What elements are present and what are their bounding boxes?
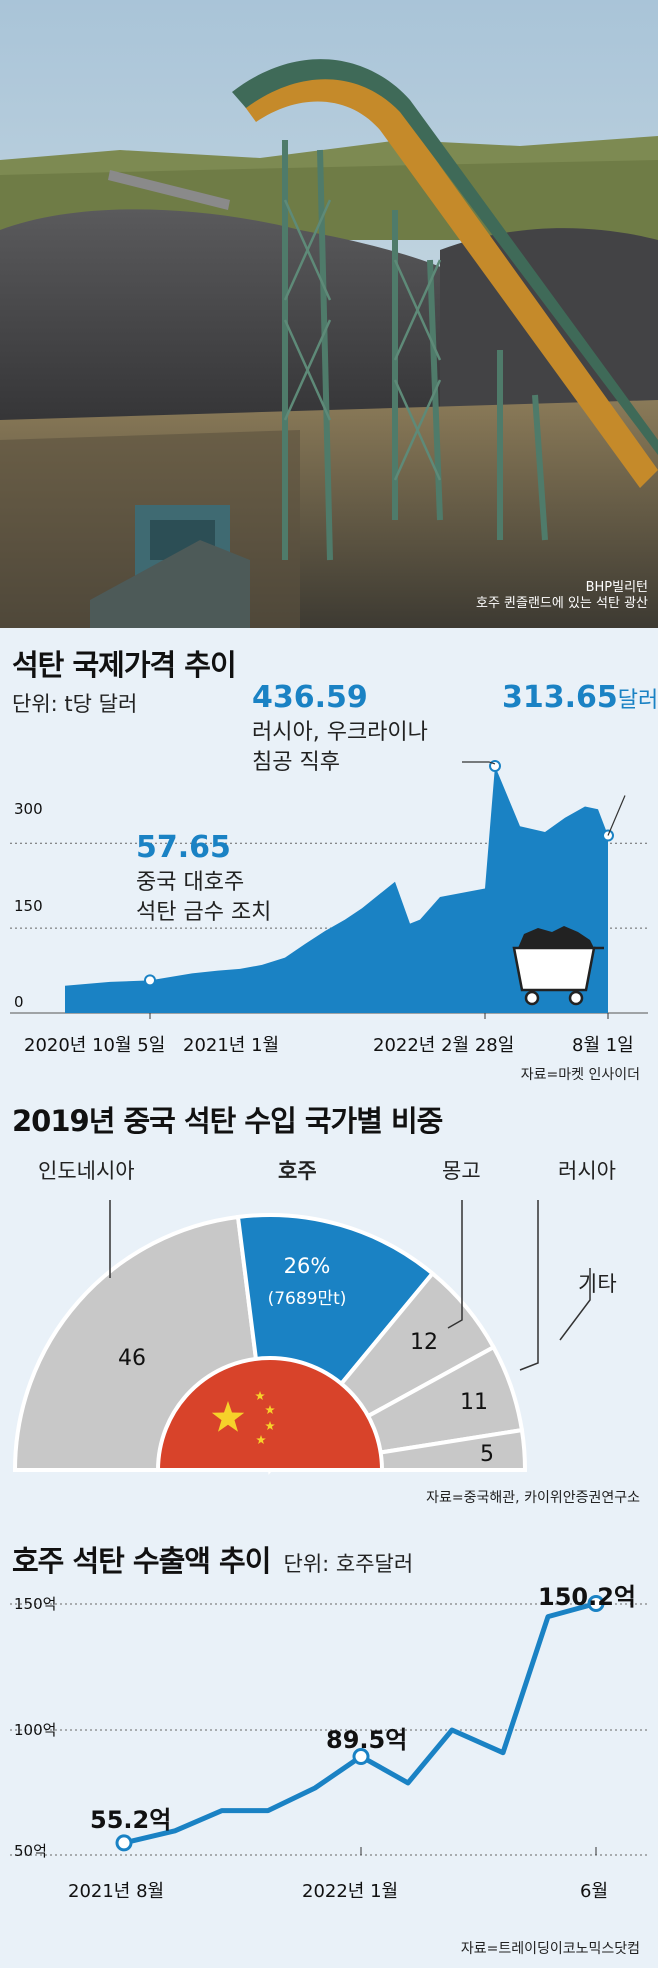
chart3-xlabel-3: 6월 — [580, 1881, 609, 1902]
chart2-leader-russia — [519, 1200, 539, 1371]
coal-mine-illustration — [0, 0, 658, 628]
chart1-peak-text-line1: 러시아, 우크라이나 — [252, 720, 428, 745]
chart2-source: 자료=중국해관, 카이위안증권연구소 — [426, 1490, 640, 1506]
chart3-title: 호주 석탄 수출액 추이 — [12, 1544, 271, 1578]
photo-credit: BHP빌리턴 호주 퀸즐랜드에 있는 석탄 광산 — [476, 580, 648, 612]
chart3-end-label: 150.2억 — [538, 1583, 636, 1611]
chart1-peak-leader — [462, 761, 496, 765]
china-flag-small-star-4 — [256, 1435, 266, 1444]
chart1-last-value: 313.65 — [502, 680, 618, 715]
chart1-marker-low — [144, 974, 156, 987]
china-flag-small-star-2 — [265, 1405, 275, 1414]
chart2-value-australia-block: 26% (7689만t) — [262, 1254, 352, 1309]
chart1-low-text: 중국 대호주 석탄 금수 조치 — [136, 868, 271, 928]
chart1-low-text-line1: 중국 대호주 — [136, 870, 245, 895]
chart2-value-australia: 26% — [283, 1254, 331, 1278]
chart3-xlabel-1: 2021년 8월 — [68, 1881, 165, 1902]
chart1-xlabel-4: 8월 1일 — [572, 1035, 634, 1056]
chart1-marker-last — [602, 829, 614, 842]
chart1-area — [65, 766, 608, 1013]
chart1-last-label: 313.65달러 — [502, 680, 658, 715]
chart3-marker-end — [587, 1594, 605, 1612]
coal-cart-body — [512, 946, 596, 992]
chart3-source: 자료=트레이딩이코노믹스닷컴 — [460, 1941, 640, 1957]
china-flag-small-star-1 — [255, 1391, 265, 1400]
chart3-ytick-150: 150억 — [14, 1595, 57, 1613]
coal-cart-icon — [512, 926, 604, 1006]
chart2-label-australia: 호주 — [278, 1159, 317, 1183]
chart2-label-mongolia: 몽고 — [442, 1159, 481, 1183]
chart2-label-other: 기타 — [578, 1272, 617, 1296]
coal-mine-photo — [0, 0, 658, 628]
coal-cart-coal — [518, 926, 594, 948]
chart1-source: 자료=마켓 인사이더 — [520, 1067, 640, 1083]
chart3-xlabel-2: 2022년 1월 — [302, 1881, 399, 1902]
chart2-leader-other — [559, 1268, 591, 1341]
chart2-value-australia-tonnes: (7689만t) — [267, 1289, 347, 1309]
chart2-value-mongolia: 12 — [410, 1330, 438, 1355]
chart1-area-chart — [10, 759, 648, 1019]
photo-credit-source: BHP빌리턴 — [585, 580, 648, 595]
china-flag — [155, 1356, 385, 1472]
chart1-last-leader — [607, 795, 626, 836]
chart1-low-value: 57.65 — [136, 830, 231, 865]
chart3-mid-label: 89.5억 — [326, 1726, 408, 1754]
chart1-xlabel-1: 2020년 10월 5일 — [24, 1035, 166, 1056]
chart1-low-text-line2: 석탄 금수 조치 — [136, 900, 272, 925]
chart3-marker-start — [115, 1834, 133, 1852]
chart1-peak-text: 러시아, 우크라이나 침공 직후 — [252, 718, 428, 778]
chart2-value-other: 5 — [480, 1442, 494, 1467]
chart3-line-chart — [10, 1594, 648, 1856]
chart1-peak-text-line2: 침공 직후 — [252, 750, 340, 775]
chart2-leader-mongolia — [447, 1200, 463, 1329]
chart1-last-unit: 달러 — [617, 688, 658, 713]
chart3-marker-mid — [352, 1747, 370, 1765]
chart1-xlabel-2: 2021년 1월 — [183, 1035, 280, 1056]
china-flag-small-star-3 — [265, 1421, 275, 1430]
chart3-header: 호주 석탄 수출액 추이 단위: 호주달러 — [12, 1538, 413, 1580]
chart1-ytick-300: 300 — [14, 800, 43, 818]
photo-caption: 호주 퀸즐랜드에 있는 석탄 광산 — [475, 596, 648, 611]
chart2-value-indonesia: 46 — [118, 1346, 146, 1371]
chart3-start-label: 55.2억 — [90, 1806, 172, 1834]
chart2-value-russia: 11 — [460, 1390, 488, 1415]
chart2-label-russia: 러시아 — [558, 1159, 616, 1183]
coal-cart-wheel-left — [524, 990, 540, 1006]
chart2-label-indonesia: 인도네시아 — [38, 1159, 135, 1183]
chart1-xlabel-3: 2022년 2월 28일 — [373, 1035, 515, 1056]
chart3-unit: 단위: 호주달러 — [283, 1552, 414, 1576]
china-flag-big-star — [211, 1401, 245, 1432]
chart1-ytick-150: 150 — [14, 897, 43, 915]
chart3-ytick-100: 100억 — [14, 1721, 57, 1739]
coal-cart-wheel-right — [568, 990, 584, 1006]
chart1-peak-value: 436.59 — [252, 680, 368, 715]
chart2-half-pie — [12, 1200, 591, 1475]
chart1-title: 석탄 국제가격 추이 — [12, 648, 237, 682]
chart1-ytick-0: 0 — [14, 993, 24, 1011]
chart2-title: 2019년 중국 석탄 수입 국가별 비중 — [12, 1104, 443, 1138]
chart3-ytick-50: 50억 — [14, 1842, 47, 1860]
chart1-unit: 단위: t당 달러 — [12, 692, 138, 716]
